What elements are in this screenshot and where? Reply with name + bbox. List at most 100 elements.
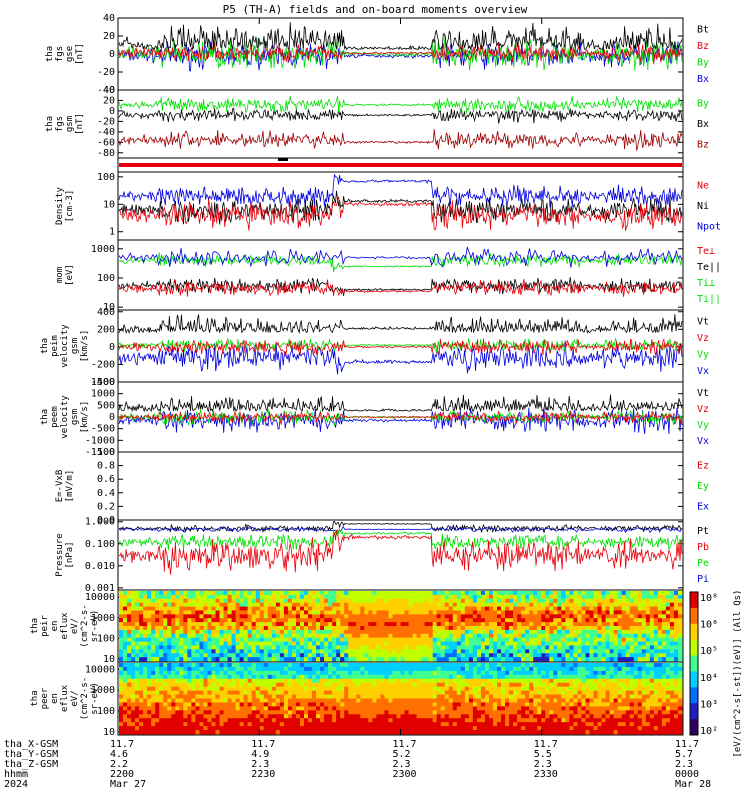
heatmap-cell [452, 690, 458, 695]
heatmap-cell [235, 614, 241, 619]
heatmap-cell [593, 649, 598, 654]
heatmap-cell [223, 649, 228, 654]
heatmap-cell [147, 666, 152, 672]
heatmap-cell [316, 622, 321, 627]
heatmap-cell [372, 710, 377, 715]
heatmap-cell [183, 594, 188, 600]
heatmap-cell [480, 698, 486, 703]
heatmap-cell [501, 670, 506, 676]
ytick-label-efield-0: 1.0 [97, 447, 115, 458]
heatmap-cell [388, 618, 393, 623]
heatmap-cell [147, 678, 152, 684]
heatmap-cell [119, 702, 124, 707]
heatmap-cell [163, 678, 168, 684]
heatmap-cell [263, 633, 269, 639]
heatmap-cell [344, 686, 349, 692]
heatmap-cell [251, 718, 257, 723]
heatmap-cell [191, 718, 196, 723]
heatmap-cell [227, 641, 232, 646]
heatmap-cell [645, 657, 651, 662]
heatmap-cell [203, 626, 208, 631]
heatmap-cell [549, 666, 554, 672]
heatmap-cell [283, 714, 289, 719]
heatmap-cell [581, 730, 586, 735]
heatmap-cell [517, 653, 522, 658]
heatmap-cell [400, 670, 405, 676]
heatmap-cell [119, 690, 124, 695]
heatmap-cell [191, 666, 196, 672]
heatmap-cell [295, 670, 301, 676]
heatmap-cell [207, 653, 212, 658]
heatmap-cell [673, 641, 679, 646]
heatmap-cell [521, 722, 526, 727]
heatmap-cell [332, 637, 337, 642]
heatmap-cell [267, 653, 273, 658]
heatmap-cell [452, 674, 458, 680]
heatmap-cell [617, 610, 623, 615]
heatmap-cell [287, 649, 293, 654]
heatmap-cell [155, 714, 160, 719]
heatmap-cell [396, 626, 401, 631]
heatmap-cell [167, 633, 172, 639]
heatmap-cell [279, 594, 285, 600]
heatmap-cell [340, 645, 345, 650]
heatmap-cell [581, 686, 586, 692]
heatmap-cell [227, 714, 232, 719]
heatmap-cell [561, 670, 566, 676]
heatmap-cell [468, 622, 474, 627]
heatmap-cell [597, 678, 602, 684]
heatmap-cell [139, 610, 144, 615]
heatmap-cell [581, 682, 586, 688]
heatmap-cell [625, 629, 631, 635]
heatmap-cell [211, 690, 216, 695]
heatmap-cell [408, 690, 413, 695]
heatmap-cell [203, 594, 208, 600]
heatmap-cell [509, 591, 514, 596]
heatmap-cell [348, 657, 353, 662]
ytick-label-peim-velocity-3: -200 [91, 359, 115, 370]
heatmap-cell [617, 602, 623, 607]
heatmap-cell [509, 622, 514, 627]
heatmap-cell [203, 706, 208, 711]
heatmap-cell [404, 649, 409, 654]
heatmap-cell [360, 614, 365, 619]
ylabel-peer-eflux-6: sr-eV) [90, 682, 100, 715]
heatmap-cell [533, 714, 538, 719]
heatmap-cell [175, 594, 180, 600]
heatmap-cell [456, 694, 462, 699]
heatmap-cell [291, 674, 297, 680]
heatmap-cell [167, 629, 172, 635]
heatmap-cell [231, 682, 237, 688]
heatmap-cell [505, 670, 510, 676]
heatmap-cell [577, 666, 582, 672]
heatmap-cell [167, 666, 172, 672]
heatmap-cell [231, 618, 237, 623]
heatmap-cell [472, 702, 478, 707]
heatmap-cell [267, 637, 273, 642]
heatmap-cell [147, 682, 152, 688]
heatmap-cell [641, 606, 647, 611]
heatmap-cell [472, 629, 478, 635]
heatmap-cell [573, 690, 578, 695]
heatmap-cell [468, 626, 474, 631]
heatmap-cell [243, 710, 249, 715]
heatmap-cell [460, 710, 466, 715]
heatmap-cell [517, 614, 522, 619]
heatmap-cell [488, 698, 494, 703]
heatmap-cell [328, 614, 333, 619]
heatmap-cell [569, 682, 574, 688]
heatmap-cell [243, 614, 249, 619]
heatmap-cell [207, 606, 212, 611]
heatmap-cell [283, 591, 289, 596]
ylabel-peem-velocity-3: gsm [70, 409, 80, 425]
heatmap-cell [456, 666, 462, 672]
heatmap-cell [561, 653, 566, 658]
heatmap-cell [179, 718, 184, 723]
legend-temperature-Te||: Te|| [697, 262, 721, 273]
heatmap-cell [657, 594, 663, 600]
heatmap-cell [565, 726, 570, 731]
heatmap-cell [368, 706, 373, 711]
heatmap-cell [665, 610, 671, 615]
heatmap-cell [159, 718, 164, 723]
heatmap-cell [633, 594, 639, 600]
